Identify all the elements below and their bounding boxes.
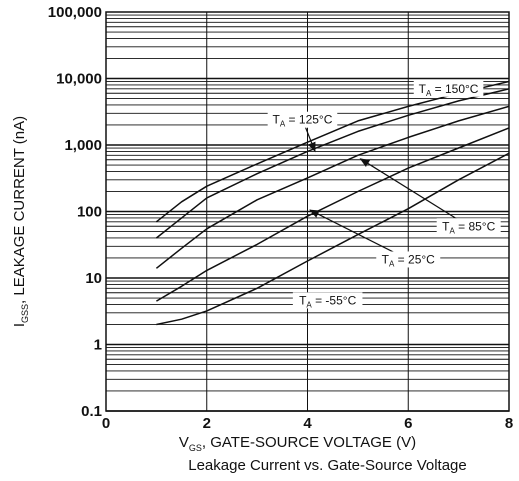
y-tick-label: 1 (94, 337, 102, 354)
y-tick-label: 0.1 (81, 403, 102, 420)
annotation-arrow (309, 209, 409, 260)
series-lines (155, 80, 510, 326)
x-tick-label: 2 (203, 415, 211, 432)
x-tick-label: 0 (102, 415, 110, 432)
series-annotation-4: TA = -55°C (292, 292, 363, 309)
annotation-arrow (359, 158, 470, 227)
y-tick-labels: 0.1 1 10 100 1,000 10,000 100,000 (48, 4, 102, 420)
series-annotation-0: TA = 150°C (413, 80, 484, 98)
y-axis-label: IGSS, LEAKAGE CURRENT (nA) (11, 116, 30, 327)
annotation-label: TA = -55°C (299, 293, 357, 309)
series-annotations: TA = 150°C TA = 125°C TA = 85°C TA = 25°C TA… (267, 80, 501, 309)
series-line-1 (155, 88, 510, 239)
series-annotation-2: TA = 85°C (359, 158, 501, 235)
x-tick-label: 4 (303, 415, 312, 432)
series-annotation-1: TA = 125°C (267, 111, 338, 153)
chart-title: Leakage Current vs. Gate-Source Voltage (188, 457, 467, 474)
grid-lines (105, 12, 510, 412)
plot-frame (105, 11, 510, 412)
y-tick-label: 10 (85, 270, 102, 287)
series-line-2 (155, 105, 510, 269)
annotation-background (436, 218, 501, 235)
annotation-label: TA = 25°C (382, 252, 436, 268)
y-tick-label: 1,000 (64, 137, 102, 154)
series-annotation-3: TA = 25°C (309, 209, 441, 268)
annotation-label: TA = 150°C (419, 82, 479, 98)
y-tick-label: 100 (77, 204, 102, 221)
x-tick-labels: 0 2 4 6 8 (102, 415, 513, 432)
annotation-background (413, 80, 484, 97)
series-line-4 (156, 152, 510, 326)
series-line-3 (156, 127, 510, 302)
x-tick-label: 6 (404, 415, 412, 432)
annotation-background (267, 111, 338, 128)
series-line-0 (155, 80, 510, 223)
x-axis-label: VGS, GATE-SOURCE VOLTAGE (V) (179, 434, 416, 453)
annotation-background (292, 292, 363, 309)
annotation-background (376, 251, 441, 268)
y-tick-label: 100,000 (48, 4, 102, 21)
annotation-label: TA = 85°C (442, 219, 496, 235)
x-tick-label: 8 (505, 415, 513, 432)
annotation-label: TA = 125°C (273, 113, 333, 129)
y-tick-label: 10,000 (56, 71, 102, 88)
